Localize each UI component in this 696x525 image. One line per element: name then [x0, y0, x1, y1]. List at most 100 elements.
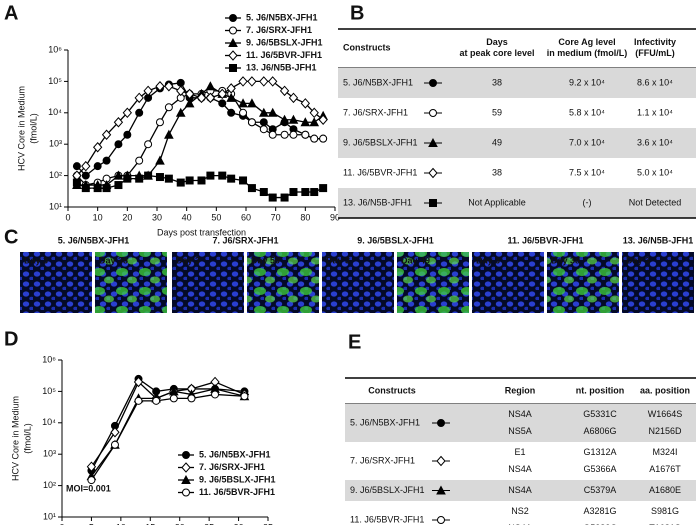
table-cell: 38: [492, 77, 502, 87]
marker: [81, 160, 91, 172]
marker: [268, 130, 277, 139]
x-tick-label: 80: [300, 212, 310, 222]
marker: [185, 176, 194, 185]
day-label: Day 3: [24, 255, 48, 265]
table-header: aa. position: [640, 385, 690, 395]
marker: [238, 98, 248, 108]
y-tick-label: 10¹: [43, 511, 56, 521]
infected-cells: [547, 252, 619, 313]
marker: [113, 170, 124, 180]
x-tick-label: 20: [122, 212, 132, 222]
x-axis-label: Days post transfection: [157, 227, 246, 237]
table-cell: M324I: [652, 447, 677, 457]
table-header: at peak core level: [459, 48, 534, 58]
marker: [155, 155, 165, 165]
x-tick-label: 0: [65, 212, 70, 222]
table-cell: G5382C: [583, 523, 617, 525]
y-tick-label: 10⁶: [42, 354, 56, 364]
legend-label: 9. J6/5BSLX-JFH1: [246, 37, 323, 47]
marker: [110, 426, 120, 438]
marker: [247, 118, 256, 127]
panel-label: C: [4, 226, 18, 248]
marker: [187, 394, 196, 403]
table-cell: 5. J6/N5BX-JFH1: [350, 417, 420, 427]
panel-label: A: [4, 2, 18, 24]
marker: [92, 141, 103, 153]
row-icon: [437, 419, 445, 427]
legend-marker: [228, 50, 238, 61]
marker: [110, 440, 119, 449]
marker: [309, 117, 320, 127]
table-cell: 7. J6/SRX-JFH1: [350, 455, 415, 465]
table-cell: 8.6 x 10⁴: [637, 77, 673, 87]
infected-cells: [95, 252, 167, 313]
marker: [144, 171, 153, 180]
table-cell: N2156D: [648, 426, 682, 436]
row-icon: [428, 137, 438, 147]
x-tick-label: 10: [93, 212, 103, 222]
row-icon: [429, 79, 437, 87]
marker: [227, 108, 236, 117]
marker: [196, 92, 207, 104]
marker: [184, 98, 195, 108]
y-tick-label: 10⁵: [48, 76, 62, 86]
table-cell: 49: [492, 137, 502, 147]
y-tick-label: 10⁴: [42, 417, 56, 427]
marker: [280, 130, 289, 139]
marker: [268, 76, 278, 87]
row-icon: [436, 485, 446, 495]
marker: [301, 130, 310, 139]
table-cell: NS5A: [508, 426, 532, 436]
table-header: Days: [486, 37, 508, 47]
legend-label: 11. J6/5BVR-JFH1: [199, 487, 275, 497]
marker: [289, 188, 298, 197]
marker: [175, 107, 186, 117]
marker: [280, 193, 289, 202]
marker: [258, 107, 269, 117]
legend-marker: [181, 462, 191, 473]
marker: [247, 76, 257, 87]
x-tick-label: 60: [241, 212, 251, 222]
legend-marker: [181, 474, 191, 484]
table-cell: NS4A: [508, 464, 532, 474]
table-cell: E1: [514, 447, 525, 457]
legend-marker: [229, 26, 237, 35]
legend-label: 11. J6/5BVR-JFH1: [246, 50, 322, 60]
legend-label: 5. J6/N5BX-JFH1: [199, 449, 271, 459]
day-label: Day 3: [326, 255, 350, 265]
marker: [247, 98, 257, 108]
marker: [240, 392, 249, 401]
row-icon: [429, 199, 437, 207]
panel-title: 5. J6/N5BX-JFH1: [58, 235, 130, 245]
marker: [135, 174, 144, 183]
table-cell: A6806G: [583, 426, 616, 436]
marker: [123, 130, 132, 139]
marker: [102, 156, 111, 165]
table-header: Region: [505, 385, 536, 395]
marker: [259, 125, 268, 134]
table-header: Infectivity: [634, 37, 676, 47]
marker: [184, 88, 195, 100]
legend-marker: [182, 451, 190, 459]
day-label: Day 49: [401, 255, 430, 265]
infected-cells: [247, 252, 319, 313]
marker: [310, 134, 319, 143]
table-header: (FFU/mL): [635, 48, 675, 58]
table-cell: Not Applicable: [468, 197, 526, 207]
infected-cells: [397, 252, 469, 313]
legend-marker: [228, 37, 238, 47]
marker: [134, 92, 144, 104]
marker: [135, 108, 144, 117]
marker: [319, 134, 328, 143]
marker: [176, 85, 186, 97]
marker: [288, 114, 299, 124]
marker: [300, 98, 311, 109]
marker: [309, 107, 319, 119]
marker: [144, 140, 153, 149]
table-cell: 7.0 x 10⁴: [569, 137, 605, 147]
marker: [101, 129, 112, 141]
marker: [155, 173, 164, 182]
table-cell: 7.5 x 10⁴: [569, 167, 605, 177]
marker: [123, 174, 132, 183]
panel-title: 11. J6/5BVR-JFH1: [507, 235, 583, 245]
